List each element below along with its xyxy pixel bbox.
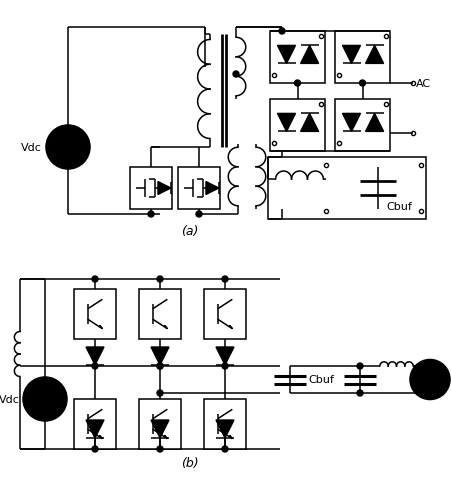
Bar [270, 100, 325, 152]
Text: Vdc: Vdc [21, 143, 42, 153]
Polygon shape [230, 435, 232, 439]
Circle shape [357, 390, 363, 396]
Bar [74, 290, 116, 339]
Circle shape [410, 360, 450, 400]
Bar [139, 290, 181, 339]
Circle shape [157, 277, 163, 283]
Text: Vdc: Vdc [0, 394, 20, 404]
Text: Cbuf: Cbuf [386, 201, 412, 211]
Polygon shape [86, 420, 104, 438]
Text: −: − [40, 402, 50, 415]
Polygon shape [216, 347, 234, 365]
Circle shape [279, 29, 285, 35]
Polygon shape [301, 114, 318, 132]
Bar [335, 100, 390, 152]
Circle shape [23, 377, 67, 421]
Circle shape [92, 363, 98, 369]
Polygon shape [86, 347, 104, 365]
Text: AC: AC [416, 79, 431, 89]
Polygon shape [165, 326, 167, 329]
Bar [335, 32, 390, 84]
Circle shape [222, 277, 228, 283]
Polygon shape [216, 420, 234, 438]
Bar [268, 158, 426, 219]
Circle shape [295, 81, 300, 87]
Text: (b): (b) [181, 456, 199, 469]
Circle shape [157, 390, 163, 396]
Polygon shape [151, 347, 169, 365]
Bar [139, 399, 181, 449]
Circle shape [222, 363, 228, 369]
Bar [130, 168, 172, 209]
Bar [204, 399, 246, 449]
Polygon shape [158, 182, 171, 195]
Circle shape [427, 363, 433, 369]
Polygon shape [230, 326, 232, 329]
Circle shape [92, 277, 98, 283]
Text: (a): (a) [181, 225, 199, 238]
Circle shape [427, 390, 433, 396]
Text: −: − [63, 150, 73, 163]
Polygon shape [165, 435, 167, 439]
Polygon shape [206, 182, 219, 195]
Bar [270, 32, 325, 84]
Polygon shape [151, 420, 169, 438]
Circle shape [196, 211, 202, 217]
Polygon shape [99, 435, 102, 439]
Bar [178, 168, 220, 209]
Circle shape [157, 363, 163, 369]
Polygon shape [342, 46, 360, 64]
Circle shape [157, 363, 163, 369]
Polygon shape [277, 114, 295, 132]
Polygon shape [99, 326, 102, 329]
Circle shape [222, 446, 228, 452]
Polygon shape [342, 114, 360, 132]
Circle shape [233, 72, 239, 78]
Circle shape [359, 81, 365, 87]
Polygon shape [366, 114, 384, 132]
Polygon shape [301, 46, 318, 64]
Circle shape [92, 446, 98, 452]
Text: +: + [63, 140, 73, 150]
Circle shape [148, 211, 154, 217]
Bar [74, 399, 116, 449]
Text: +: + [40, 391, 50, 401]
Circle shape [157, 446, 163, 452]
Bar [204, 290, 246, 339]
Circle shape [357, 363, 363, 369]
Circle shape [46, 126, 90, 170]
Polygon shape [277, 46, 295, 64]
Polygon shape [366, 46, 384, 64]
Text: Cbuf: Cbuf [308, 375, 334, 385]
